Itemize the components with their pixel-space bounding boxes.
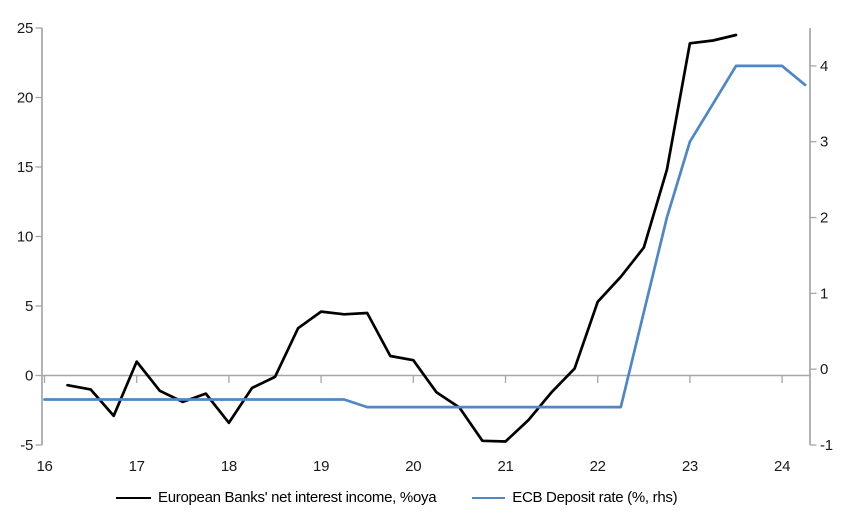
- x-axis-tick-label: 23: [682, 458, 698, 475]
- x-axis-tick-label: 22: [590, 458, 606, 475]
- left-axis-tick-label: -5: [20, 437, 33, 454]
- x-axis-tick-label: 24: [774, 458, 790, 475]
- right-axis-tick-label: 1: [820, 285, 828, 302]
- left-axis-tick-label: 10: [17, 229, 33, 246]
- left-axis-tick-label: 0: [25, 368, 33, 385]
- nii-legend-label: European Banks' net interest income, %oy…: [158, 489, 437, 506]
- x-axis-tick-label: 21: [497, 458, 513, 475]
- x-axis-tick-label: 18: [221, 458, 237, 475]
- left-axis-tick-label: 20: [17, 90, 33, 107]
- ecb-line-swatch: [472, 496, 506, 499]
- left-axis-tick-label: 25: [17, 20, 33, 37]
- left-axis-tick-label: 15: [17, 159, 33, 176]
- legend-item-ecb: ECB Deposit rate (%, rhs): [472, 489, 678, 506]
- ecb-series-line: [43, 64, 807, 409]
- x-axis-tick-label: 20: [405, 458, 421, 475]
- right-axis-tick-label: -1: [820, 437, 833, 454]
- legend-item-nii: European Banks' net interest income, %oy…: [116, 489, 437, 506]
- right-axis-tick-label: 4: [820, 58, 828, 75]
- left-axis-tick-label: 5: [25, 298, 33, 315]
- right-axis-tick-label: 0: [820, 361, 828, 378]
- nii-line-swatch: [116, 496, 151, 499]
- x-axis-tick-label: 19: [313, 458, 329, 475]
- ecb-legend-label: ECB Deposit rate (%, rhs): [512, 489, 678, 506]
- x-axis-tick-label: 17: [129, 458, 145, 475]
- right-axis-tick-label: 2: [820, 210, 828, 227]
- nii-series-line: [66, 33, 738, 443]
- x-axis-tick-label: 16: [36, 458, 52, 475]
- right-axis-tick-label: 3: [820, 134, 828, 151]
- legend: European Banks' net interest income, %oy…: [116, 489, 678, 506]
